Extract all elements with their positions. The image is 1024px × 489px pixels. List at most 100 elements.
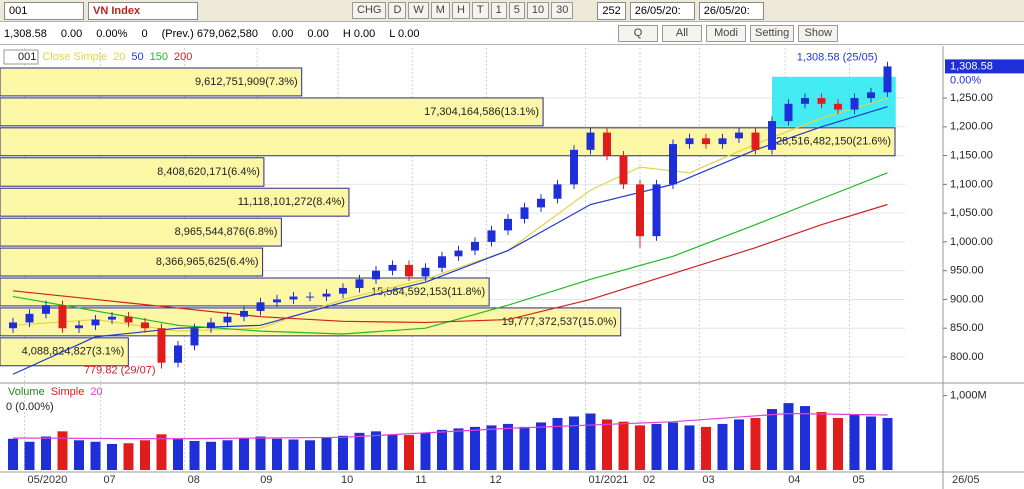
volume-bar — [338, 435, 348, 470]
candle-body — [438, 256, 446, 268]
volume-profile-label: 11,118,101,272(8.4%) — [238, 196, 345, 208]
volume-bar — [734, 419, 744, 470]
volume-bar — [618, 421, 629, 470]
info-field: (Prev.) 679,062,580 — [161, 27, 258, 40]
volume-bar — [585, 413, 596, 470]
symbol-box[interactable]: 001 — [4, 1, 84, 20]
volume-legend-entry: 20 — [90, 386, 102, 398]
x-tick-label: 07 — [103, 474, 115, 486]
period-button[interactable]: 1 — [490, 2, 507, 19]
info-field: 0.00 — [60, 27, 83, 40]
candle-body — [174, 345, 182, 363]
candle-body — [751, 132, 760, 150]
volume-bar — [437, 429, 447, 470]
period-button[interactable]: CHG — [352, 2, 387, 19]
volume-bar — [486, 425, 497, 470]
volume-bar — [684, 425, 695, 470]
volume-profile-bar — [0, 337, 129, 367]
volume-bar — [57, 431, 68, 470]
volume-profile-bar — [0, 67, 303, 97]
index-name[interactable]: VN Index — [88, 1, 198, 20]
x-tick-label: 05/2020 — [28, 474, 68, 486]
period-button[interactable]: H — [451, 2, 470, 19]
info-field: 1,308.58 — [4, 27, 47, 40]
candle-body — [75, 325, 83, 329]
volume-bar — [189, 441, 200, 470]
candle-body — [867, 92, 875, 99]
candle-body — [58, 305, 67, 329]
volume-profile-bar — [0, 157, 265, 187]
candle-body — [108, 316, 116, 320]
info-button[interactable]: Q — [618, 25, 658, 42]
candle-body — [553, 184, 562, 199]
volume-profile-bar — [0, 97, 544, 127]
bar-count[interactable]: 252 — [597, 1, 626, 20]
period-button[interactable]: M — [430, 2, 450, 19]
volume-profile-bar — [0, 247, 264, 277]
volume-profile-label: 8,408,620,171(6.4%) — [157, 166, 260, 178]
info-button[interactable]: All — [662, 25, 702, 42]
candle-body — [636, 184, 644, 237]
info-button[interactable]: Modi — [706, 25, 746, 42]
volume-legend-method: Simple — [51, 386, 85, 398]
candle-body — [570, 149, 578, 185]
candle-body — [603, 132, 611, 156]
candle-body — [91, 319, 100, 326]
period-button[interactable]: D — [388, 2, 407, 19]
candle-body — [240, 310, 248, 317]
candle-body — [801, 98, 809, 104]
candle-body — [520, 207, 529, 219]
x-tick-label: 04 — [788, 474, 800, 486]
toolbar: 001 VN Index CHG D W M H T 1 5 10 30 252 26/05/20… — [0, 0, 1024, 22]
period-button[interactable]: 30 — [551, 2, 574, 19]
info-button[interactable]: Show — [798, 25, 839, 42]
volume-profile-label: 28,516,482,150(21.6%) — [776, 136, 891, 148]
candle-body — [322, 293, 331, 297]
volume-bar — [255, 436, 266, 470]
volume-profile-bar — [0, 187, 350, 217]
moving-average — [12, 172, 888, 335]
volume-bar — [156, 434, 167, 470]
volume-bar — [882, 417, 893, 470]
volume-profile-bar — [0, 277, 490, 307]
volume-bar — [800, 406, 810, 470]
volume-bar — [222, 440, 233, 470]
volume-bar — [140, 440, 150, 470]
period-button[interactable]: W — [408, 2, 429, 19]
legend-box — [3, 49, 39, 65]
volume-bar — [833, 417, 843, 470]
volume-bar — [668, 422, 678, 470]
y-tick-label: 1,050.00 — [950, 207, 993, 219]
info-field: 0.00 — [272, 27, 294, 40]
legend-entry: 50 — [131, 51, 143, 63]
candle-body — [652, 184, 661, 237]
info-button[interactable]: Setting — [750, 25, 795, 42]
candle-body — [784, 103, 793, 122]
candle-body — [586, 132, 595, 150]
volume-bar — [288, 439, 299, 470]
volume-profile-bar — [0, 127, 896, 157]
date-from[interactable]: 26/05/20: — [629, 1, 695, 20]
y-tick-label: 1,000.00 — [950, 236, 993, 248]
candle-body — [619, 155, 628, 185]
candle-body — [372, 270, 380, 280]
candle-body — [421, 267, 430, 277]
x-tick-label: 08 — [188, 474, 200, 486]
volume-bar — [420, 432, 431, 470]
period-button[interactable]: 10 — [526, 2, 550, 19]
date-to[interactable]: 26/05/20: — [698, 1, 764, 20]
volume-bar — [272, 438, 282, 470]
volume-bar — [74, 440, 84, 470]
high-annotation: 1,308.58 (25/05) — [797, 52, 878, 64]
period-button[interactable]: 5 — [508, 2, 525, 19]
volume-bar — [651, 423, 662, 470]
volume-status: 0 (0.00%) — [6, 401, 54, 413]
candle-body — [471, 241, 479, 251]
volume-bar — [107, 443, 117, 470]
candle-body — [190, 328, 199, 346]
candle-body — [454, 250, 463, 257]
candle-body — [504, 218, 512, 231]
period-button[interactable]: T — [471, 2, 489, 19]
legend-entry: 150 — [150, 51, 168, 63]
candle-body — [141, 322, 149, 329]
